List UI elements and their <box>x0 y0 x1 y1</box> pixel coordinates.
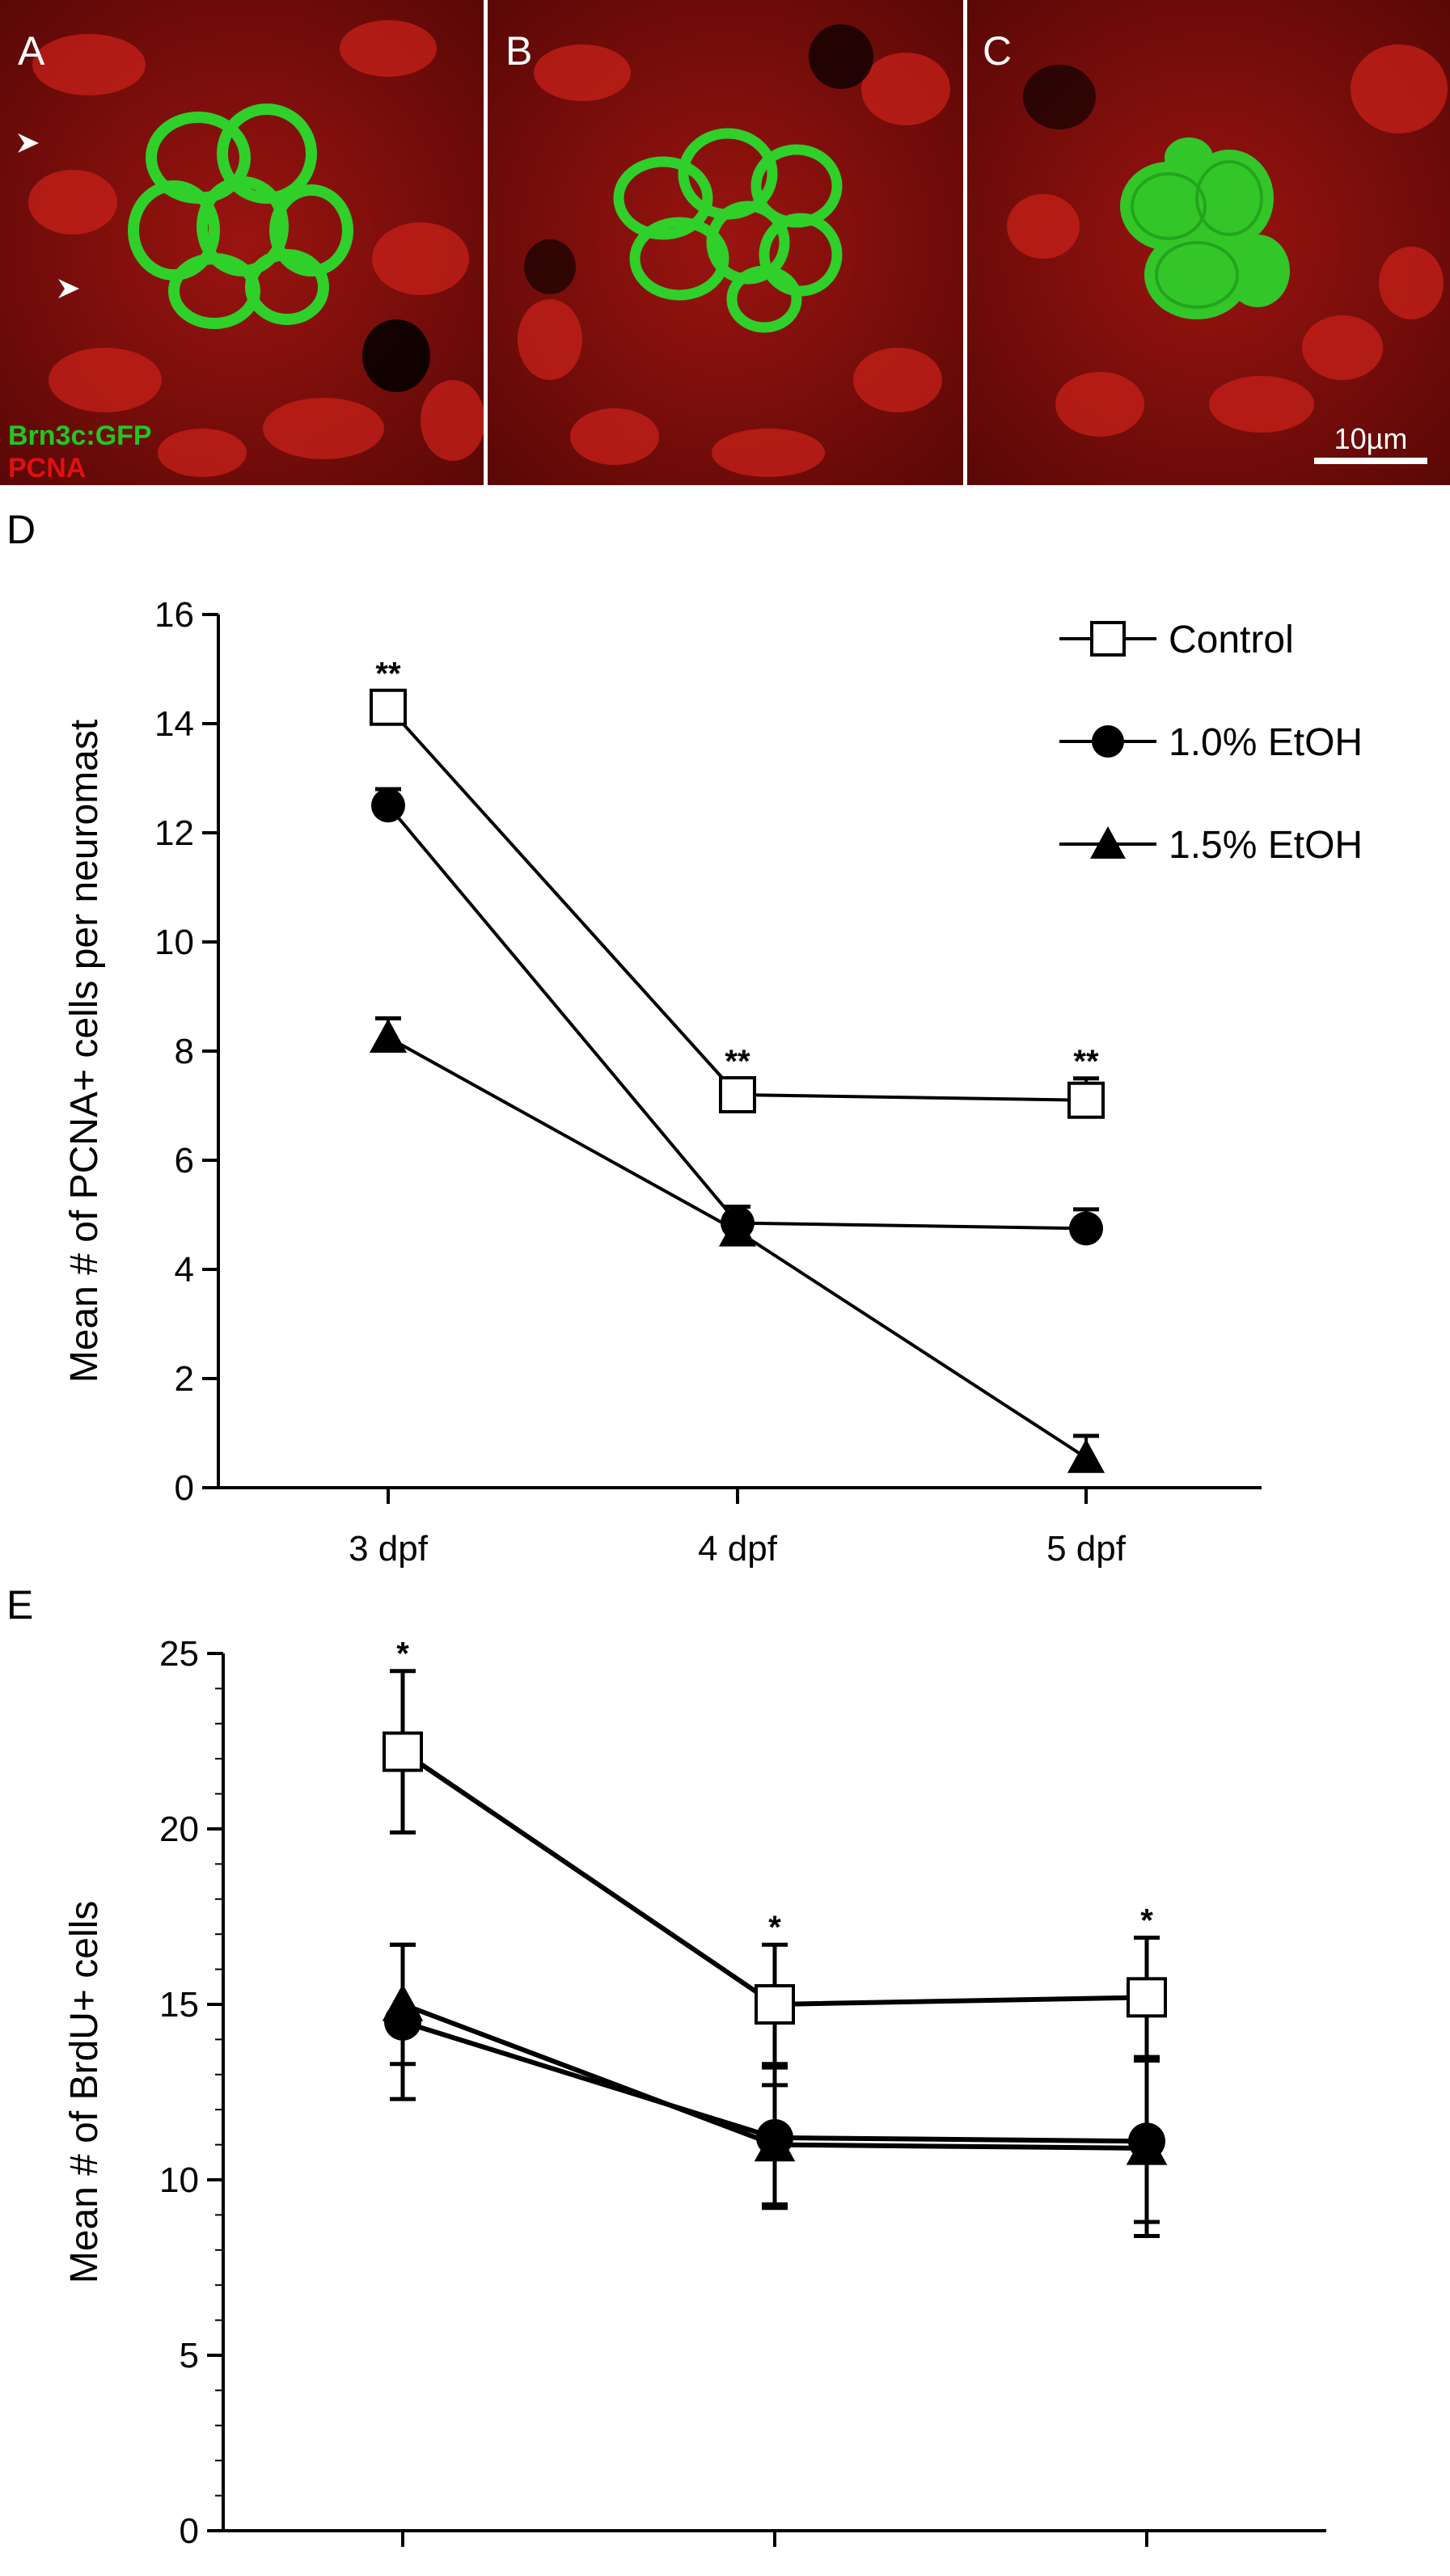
dark-void <box>809 24 873 89</box>
significance-mark: ** <box>1073 1044 1099 1079</box>
chart-d-pcna: D 0 2 4 6 8 10 12 14 16 3 dpf 4 dpf 5 dpf Mean # of P… <box>6 507 1363 1569</box>
arrowhead-icon <box>58 279 79 298</box>
x-tick-label: 3 dpf <box>363 2572 443 2576</box>
data-point-1-5-etoh <box>754 2124 796 2162</box>
y-tick-label: 0 <box>175 1468 194 1508</box>
legend-label: Control <box>1169 619 1294 661</box>
data-point-control <box>755 1984 795 2025</box>
panel-letter-d: D <box>6 507 36 552</box>
pcna-nuclei <box>1007 44 1448 437</box>
data-point-control <box>1127 1977 1167 2018</box>
x-tick-label: 3 dpf <box>349 1529 429 1569</box>
y-axis-title: Mean # of PCNA+ cells per neuromast <box>63 720 106 1383</box>
y-tick-label: 16 <box>154 595 194 635</box>
y-tick-label: 2 <box>175 1359 194 1399</box>
micrograph-panel-a: A Brn3c:GFP PCNA <box>0 0 485 485</box>
data-point-1-5-etoh <box>1126 2127 1168 2165</box>
panel-letter-e: E <box>6 1582 33 1628</box>
channel-label-pcna: PCNA <box>8 453 86 484</box>
data-point-1-5-etoh <box>382 1983 424 2021</box>
data-point-control <box>719 1076 756 1113</box>
panel-letter-b: B <box>505 28 532 74</box>
significance-mark: ** <box>375 657 401 692</box>
data-point-1-0-etoh <box>1069 1211 1103 1246</box>
hair-cell-membranes <box>1131 160 1263 309</box>
series-line-control <box>387 706 1087 1102</box>
legend-item-control: Control <box>1059 619 1294 661</box>
y-tick-label: 5 <box>180 2336 199 2375</box>
micrograph-panel-b: B <box>488 0 963 485</box>
series-line-1-0-etoh <box>387 804 1087 1231</box>
dark-void <box>1023 65 1096 129</box>
y-axis-title: Mean # of BrdU+ cells <box>63 1901 106 2284</box>
hair-cell-cluster <box>128 103 353 329</box>
y-tick-label: 14 <box>154 704 194 744</box>
x-tick-label: 4 dpf <box>735 2572 815 2576</box>
data-point-1-0-etoh <box>371 788 405 823</box>
significance-mark: * <box>768 1910 781 1945</box>
legend-item-1-0-etoh: 1.0% EtOH <box>1059 721 1363 764</box>
hair-cell-cluster <box>613 128 843 333</box>
data-point-1-5-etoh <box>1067 1438 1105 1473</box>
data-point-control <box>370 688 407 726</box>
pcna-nuclei <box>518 44 950 477</box>
x-tick-label: 4 dpf <box>698 1529 778 1569</box>
legend-item-1-5-etoh: 1.5% EtOH <box>1059 824 1363 867</box>
scale-bar <box>1314 458 1427 464</box>
y-tick-label: 4 <box>175 1250 194 1290</box>
dark-void <box>524 239 576 294</box>
x-tick-label: 5 dpf <box>1046 1529 1127 1569</box>
dark-void <box>362 319 430 392</box>
significance-mark: * <box>1140 1903 1153 1939</box>
significance-mark: * <box>396 1636 409 1672</box>
panel-letter-a: A <box>18 28 45 74</box>
data-point-1-5-etoh <box>718 1212 757 1247</box>
y-tick-label: 10 <box>159 2160 199 2200</box>
channel-label-gfp: Brn3c:GFP <box>8 420 152 451</box>
legend-label: 1.5% EtOH <box>1169 824 1363 867</box>
data-point-1-5-etoh <box>369 1019 408 1054</box>
y-tick-label: 0 <box>180 2511 199 2551</box>
x-tick-label: 5 dpf <box>1107 2572 1187 2576</box>
panel-letter-c: C <box>983 28 1012 74</box>
legend-label: 1.0% EtOH <box>1169 721 1363 764</box>
scale-bar-label: 10µm <box>1334 422 1408 455</box>
legend: Control 1.0% EtOH 1.5% EtOH <box>1059 619 1363 867</box>
legend-marker <box>1092 725 1124 758</box>
data-point-control <box>1067 1081 1105 1119</box>
y-tick-label: 6 <box>175 1141 194 1180</box>
y-tick-label: 15 <box>159 1985 199 2025</box>
y-tick-label: 10 <box>154 923 194 962</box>
y-tick-label: 12 <box>154 813 194 853</box>
y-tick-label: 25 <box>159 1634 199 1674</box>
legend-marker <box>1090 826 1126 859</box>
data-point-control <box>383 1731 423 1772</box>
chart-e-brdu: E 0 5 10 15 20 25 3 dpf 4 dpf 5 dpf Mean # of BrdU… <box>6 1582 1326 2576</box>
pcna-nuclei <box>28 20 485 477</box>
significance-mark: ** <box>725 1044 750 1079</box>
micrograph-panel-c: 10µm C <box>967 0 1450 485</box>
legend-marker <box>1090 621 1126 657</box>
y-tick-label: 8 <box>175 1032 194 1071</box>
arrowhead-icon <box>18 133 39 153</box>
y-tick-label: 20 <box>159 1810 199 1849</box>
